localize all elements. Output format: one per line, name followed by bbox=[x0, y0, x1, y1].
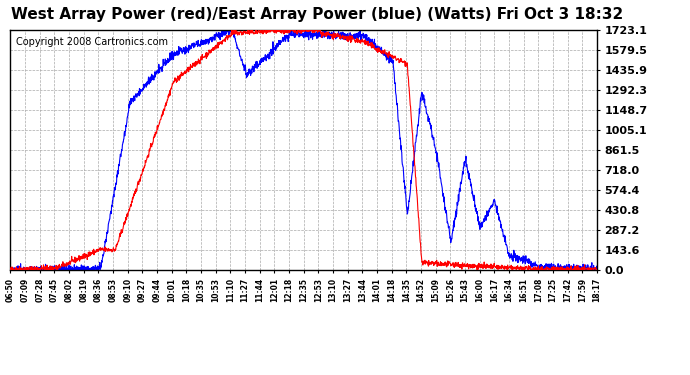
Text: Copyright 2008 Cartronics.com: Copyright 2008 Cartronics.com bbox=[17, 37, 168, 47]
Text: West Array Power (red)/East Array Power (blue) (Watts) Fri Oct 3 18:32: West Array Power (red)/East Array Power … bbox=[11, 8, 624, 22]
